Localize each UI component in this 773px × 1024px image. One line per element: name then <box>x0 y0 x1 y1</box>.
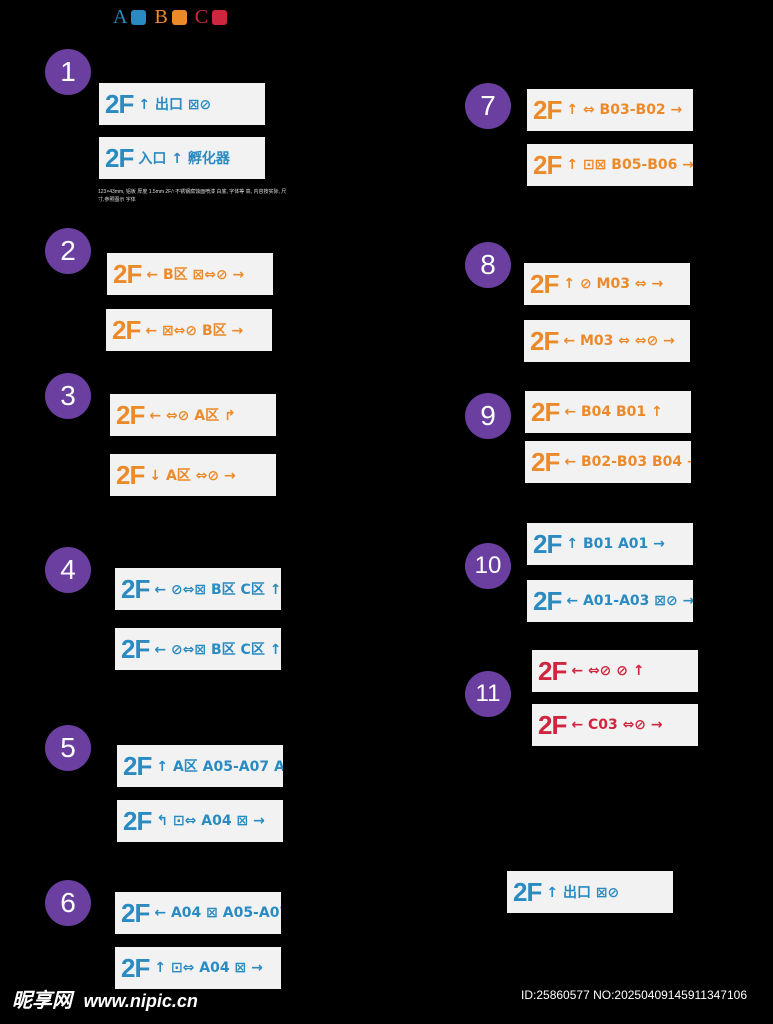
group-number: 1 <box>45 49 91 95</box>
sign-text: ← C03 ⇔⊘ → <box>571 717 663 733</box>
image-id-label: ID:25860577 NO:20250409145911347106 <box>521 988 747 1002</box>
floor-label: 2F <box>533 149 562 180</box>
floor-label: 2F <box>123 750 152 781</box>
legend-swatch-c <box>212 9 228 25</box>
site-logo: 昵享网 www.nipic.cn <box>12 984 198 1013</box>
sign-text: ← ⊠⇔⊘ B区 → <box>145 323 244 339</box>
floor-label: 2F <box>121 897 150 928</box>
sign-text: 入口 ↑ 孵化器 <box>138 151 230 167</box>
floor-label: 2F <box>533 528 562 559</box>
group-number: 5 <box>45 725 91 771</box>
sign-text: ↑ ⇔ B03-B02 → <box>566 102 683 118</box>
floor-label: 2F <box>123 805 152 836</box>
sign-text: ↑ ⊡⇔ A04 ⊠ → <box>154 960 263 976</box>
sign-panel: 2F ↑ ⇔ B03-B02 → <box>527 89 693 131</box>
floor-label: 2F <box>112 314 141 345</box>
floor-label: 2F <box>513 876 542 907</box>
floor-label: 2F <box>531 396 560 427</box>
sign-text: ↰ ⊡⇔ A04 ⊠ → <box>156 813 265 829</box>
sign-text: ← B04 B01 ↑ <box>564 404 663 420</box>
sign-panel: 2F ← ⊘⇔⊠ B区 C区 ↑ <box>115 628 281 670</box>
sign-panel: 2F ↑ ⊡⊠ B05-B06 → <box>527 144 693 186</box>
sign-panel: 2F ↑ ⊡⇔ A04 ⊠ → <box>115 947 281 989</box>
sign-text: ↑ ⊘ M03 ⇔ → <box>563 276 664 292</box>
floor-label: 2F <box>530 268 559 299</box>
floor-label: 2F <box>121 573 150 604</box>
sign-text: ← B02-B03 B04 → <box>564 454 691 470</box>
legend-swatch-b <box>171 9 187 25</box>
sign-panel: 2F ↑ B01 A01 → <box>527 523 693 565</box>
sign-text: ↑ A区 A05-A07 A区 A08-A09 ↑ <box>156 759 283 775</box>
group-number: 10 <box>465 543 511 589</box>
floor-label: 2F <box>531 446 560 477</box>
floor-label: 2F <box>121 952 150 983</box>
floor-label: 2F <box>116 399 145 430</box>
sign-panel: 2F ↓ A区 ⇔⊘ → <box>110 454 276 496</box>
sign-text: ↑ 出口 ⊠⊘ <box>138 97 212 113</box>
sign-panel: 2F ← M03 ⇔ ⇔⊘ → <box>524 320 690 362</box>
sign-text: ↓ A区 ⇔⊘ → <box>149 468 236 484</box>
sign-text: ← ⇔⊘ A区 ↱ <box>149 408 236 424</box>
floor-label: 2F <box>105 88 134 119</box>
sign-text: ↑ B01 A01 → <box>566 536 665 552</box>
sign-panel: 2F ↑ A区 A05-A07 A区 A08-A09 ↑ <box>117 745 283 787</box>
sign-panel: 2F ← ⇔⊘ ⊘ ↑ <box>532 650 698 692</box>
sign-panel: 2F 入口 ↑ 孵化器 <box>99 137 265 179</box>
floor-label: 2F <box>116 459 145 490</box>
group-number: 11 <box>465 671 511 717</box>
site-logo-text: 昵享网 <box>12 990 72 1012</box>
sign-panel: 2F ← ⊠⇔⊘ B区 → <box>106 309 272 351</box>
sign-panel: 2F ↑ 出口 ⊠⊘ <box>99 83 265 125</box>
sign-panel: 2F ← B区 ⊠⇔⊘ → <box>107 253 273 295</box>
sign-panel: 2F ← B02-B03 B04 → <box>525 441 691 483</box>
sign-panel: 2F ↑ 出口 ⊠⊘ <box>507 871 673 913</box>
sign-text: ← B区 ⊠⇔⊘ → <box>146 267 245 283</box>
sign-text: ← ⊘⇔⊠ B区 C区 ↑ <box>154 582 281 598</box>
floor-label: 2F <box>538 655 567 686</box>
group-number: 7 <box>465 83 511 129</box>
floor-label: 2F <box>533 94 562 125</box>
legend-swatch-a <box>131 9 147 25</box>
sign-text: ← A01-A03 ⊠⊘ → <box>566 593 693 609</box>
sign-panel: 2F ← B04 B01 ↑ <box>525 391 691 433</box>
legend-letter-b: B <box>154 6 168 28</box>
group-number: 8 <box>465 242 511 288</box>
sign-panel: 2F ← C03 ⇔⊘ → <box>532 704 698 746</box>
sign-panel: 2F ← A01-A03 ⊠⊘ → <box>527 580 693 622</box>
sign-text: ← A04 ⊠ A05-A07 → <box>154 905 281 921</box>
floor-label: 2F <box>113 258 142 289</box>
site-url: www.nipic.cn <box>83 991 198 1011</box>
floor-label: 2F <box>533 585 562 616</box>
sign-text: ← ⊘⇔⊠ B区 C区 ↑ <box>154 642 281 658</box>
floor-label: 2F <box>530 325 559 356</box>
sign-text: ↑ ⊡⊠ B05-B06 → <box>566 157 693 173</box>
sign-panel: 2F ↑ ⊘ M03 ⇔ → <box>524 263 690 305</box>
group-number: 6 <box>45 880 91 926</box>
floor-label: 2F <box>121 633 150 664</box>
group-number: 3 <box>45 373 91 419</box>
sign-text: ↑ 出口 ⊠⊘ <box>546 885 620 901</box>
color-legend: A B C <box>113 6 231 28</box>
floor-label: 2F <box>538 709 567 740</box>
floor-label: 2F <box>105 142 134 173</box>
sign-text: ← ⇔⊘ ⊘ ↑ <box>571 663 645 679</box>
sign-panel: 2F ← ⇔⊘ A区 ↱ <box>110 394 276 436</box>
sign-panel: 2F ← A04 ⊠ A05-A07 → <box>115 892 281 934</box>
sign-text: ← M03 ⇔ ⇔⊘ → <box>563 333 675 349</box>
group-number: 9 <box>465 393 511 439</box>
sign-panel: 2F ← ⊘⇔⊠ B区 C区 ↑ <box>115 568 281 610</box>
legend-letter-a: A <box>113 6 128 28</box>
group-number: 4 <box>45 547 91 593</box>
spec-note: 123×43mm, 铝板 厚度 1.5mm 2F/↑不锈钢腐蚀面喷漆 白底, 字… <box>98 189 287 203</box>
legend-letter-c: C <box>194 6 209 28</box>
sign-panel: 2F ↰ ⊡⇔ A04 ⊠ → <box>117 800 283 842</box>
group-number: 2 <box>45 228 91 274</box>
